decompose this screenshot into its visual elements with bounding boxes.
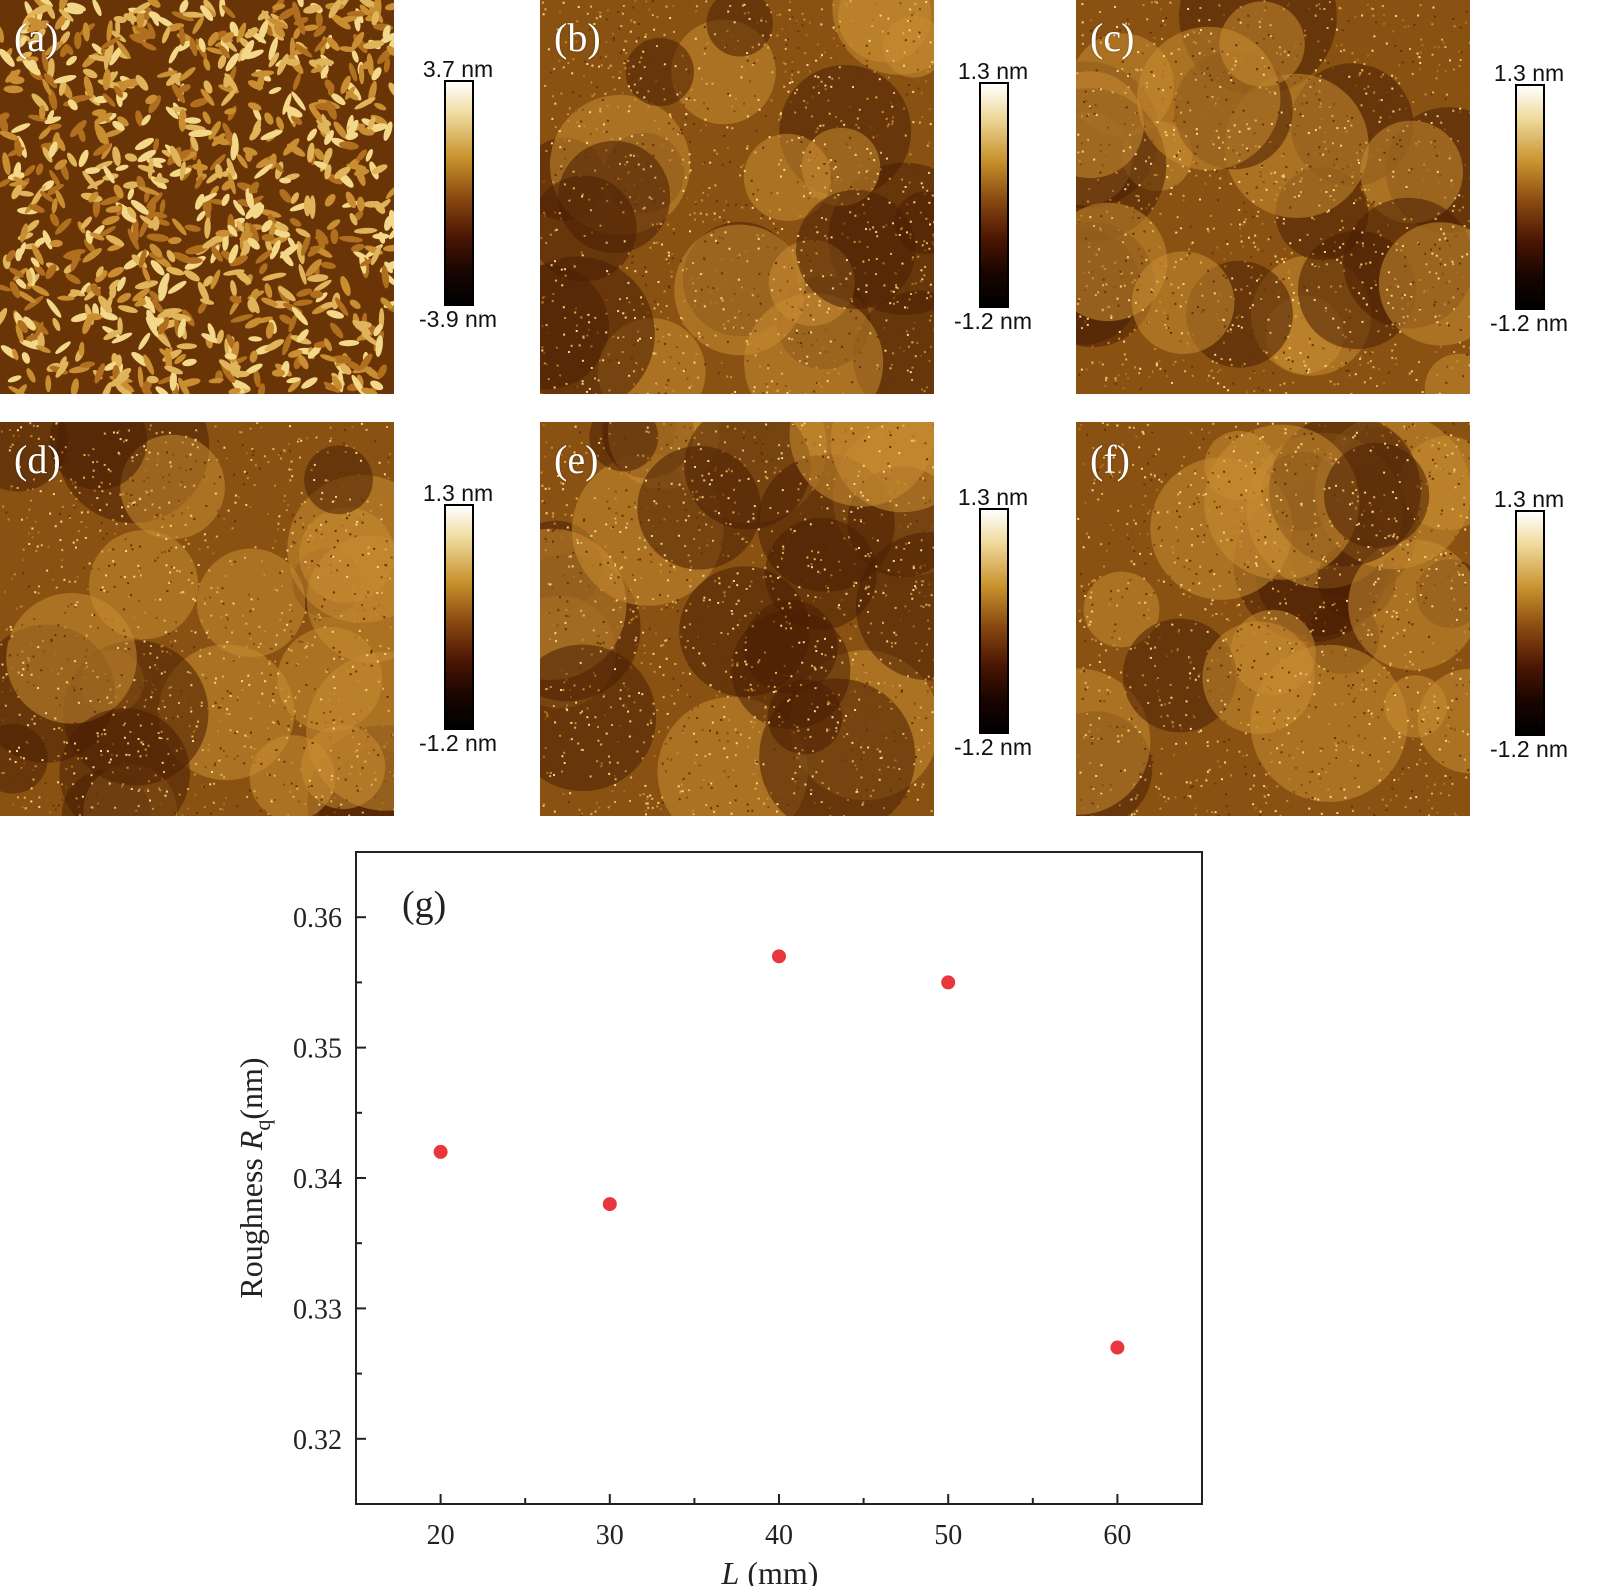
afm-image-a: (a) [0,0,394,394]
color-scale-max-label: 3.7 nm [422,56,494,82]
color-scale-gradient [444,80,474,306]
y-tick-label: 0.35 [293,1034,342,1065]
color-scale-gradient [1515,84,1545,310]
color-scale-min-label: -1.2 nm [954,734,1032,760]
color-scale-min-label: -1.2 nm [1490,310,1568,336]
afm-image-f: (f) [1076,422,1470,816]
chart-panel-label: (g) [402,884,446,926]
color-scale-min-label: -3.9 nm [419,306,497,332]
y-axis-label: Roughness Rq(nm) [233,1057,275,1298]
data-point [772,949,786,964]
color-scale-gradient [444,504,474,730]
data-point [433,1144,448,1159]
color-scale-max-label: 1.3 nm [1493,60,1565,86]
x-tick-label: 20 [427,1520,455,1551]
panel-label: (c) [1090,15,1135,60]
color-scale-max-label: 1.3 nm [957,484,1029,510]
afm-image-b: (b) [540,0,934,394]
afm-image-c: (c) [1076,0,1470,394]
color-scale-max-label: 1.3 nm [957,58,1029,84]
color-scale-min-label: -1.2 nm [1490,736,1568,762]
y-tick-label: 0.36 [293,903,342,934]
data-point [602,1197,617,1212]
color-scale-gradient [979,82,1009,308]
x-axis-label: L (mm) [721,1555,819,1586]
panel-label: (f) [1090,437,1130,482]
color-scale-min-label: -1.2 nm [954,308,1032,334]
x-tick-label: 50 [934,1520,962,1551]
x-tick-label: 40 [765,1520,793,1551]
panel-label: (b) [554,15,601,60]
y-tick-label: 0.33 [293,1294,342,1325]
panel-label: (a) [14,15,59,60]
color-scale-max-label: 1.3 nm [1493,486,1565,512]
color-scale-max-label: 1.3 nm [422,480,494,506]
panel-label: (e) [554,437,599,482]
x-tick-label: 30 [596,1520,624,1551]
y-tick-label: 0.32 [293,1425,342,1456]
data-point [1110,1340,1125,1355]
color-scale-gradient [1515,510,1545,736]
panel-label: (d) [14,437,61,482]
afm-image-d: (d) [0,422,394,816]
afm-image-e: (e) [540,422,934,816]
x-tick-label: 60 [1103,1520,1131,1551]
color-scale-min-label: -1.2 nm [419,730,497,756]
data-point [941,975,956,990]
color-scale-gradient [979,508,1009,734]
y-tick-label: 0.34 [293,1164,342,1195]
